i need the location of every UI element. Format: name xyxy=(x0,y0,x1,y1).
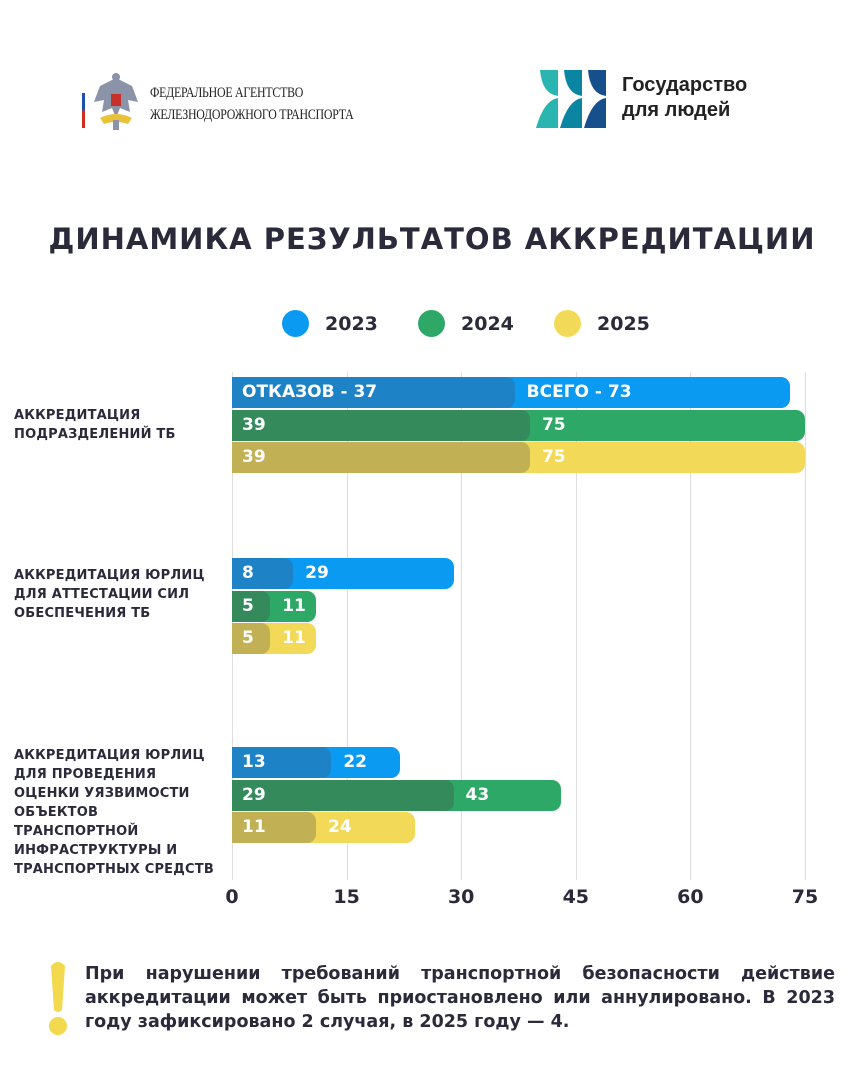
bar-total-2024: 29 43 xyxy=(232,779,561,811)
gridline xyxy=(805,372,806,880)
gos-line-1: Государство xyxy=(622,74,748,96)
rejections-label: ОТКАЗОВ - 37 xyxy=(242,382,378,402)
total-label: 29 xyxy=(305,563,329,583)
bar-total-2025: 11 24 xyxy=(232,812,416,843)
bar-total-2023: 8 29 xyxy=(232,558,454,589)
russian-flag-stripe xyxy=(82,76,85,128)
gos-line-2: для людей xyxy=(622,99,731,121)
x-tick-label: 60 xyxy=(677,886,704,908)
rejections-label: 5 xyxy=(242,628,254,648)
x-tick-label: 30 xyxy=(447,886,475,908)
bar-rejections-2025 xyxy=(232,623,271,654)
x-tick-label: 75 xyxy=(791,886,819,908)
category-label-3: АККРЕДИТАЦИЯ ЮРЛИЦ ДЛЯ ПРОВЕДЕНИЯ ОЦЕНКИ… xyxy=(14,748,214,877)
bar-total-2025: 39 75 xyxy=(232,442,805,473)
rejections-label: 5 xyxy=(242,595,254,616)
total-label: 75 xyxy=(541,414,566,435)
bar-rejections-2025 xyxy=(232,442,530,473)
gridline xyxy=(575,372,577,880)
bar-total-2025: 5 11 xyxy=(232,623,317,654)
exclamation-icon xyxy=(49,962,67,1035)
total-label: 75 xyxy=(541,447,566,467)
bar-rejections-2024 xyxy=(232,779,454,811)
total-label: 11 xyxy=(282,595,306,616)
gosudarstvo-logo-icon xyxy=(536,70,606,128)
legend-dot-2023 xyxy=(282,310,309,337)
agency-name: ФЕДЕРАЛЬНОЕ АГЕНТСТВО ЖЕЛЕЗНОДОРОЖНОГО Т… xyxy=(150,82,354,126)
chart-title: ДИНАМИКА РЕЗУЛЬТАТОВ АККРЕДИТАЦИИ xyxy=(48,222,816,256)
x-tick-label: 0 xyxy=(225,886,239,908)
legend-dot-2025 xyxy=(554,310,581,337)
bar-rejections-2025 xyxy=(232,812,317,843)
legend-label-2025: 2025 xyxy=(597,312,650,335)
total-label: 43 xyxy=(465,784,490,805)
x-tick-label: 15 xyxy=(333,886,360,908)
gosudarstvo-logo-text: Государство для людей xyxy=(622,73,747,123)
rejections-label: 11 xyxy=(242,817,266,837)
agency-line-2: ЖЕЛЕЗНОДОРОЖНОГО ТРАНСПОРТА xyxy=(150,107,354,123)
category-label-1: АККРЕДИТАЦИЯ ПОДРАЗДЕЛЕНИЙ ТБ xyxy=(14,408,176,442)
rejections-label: 29 xyxy=(242,784,266,805)
gridline xyxy=(690,372,692,880)
total-label: ВСЕГО - 73 xyxy=(526,382,632,402)
bar-total-2024: 39 75 xyxy=(232,409,805,441)
category-label-2: АККРЕДИТАЦИЯ ЮРЛИЦ ДЛЯ АТТЕСТАЦИИ СИЛ ОБ… xyxy=(14,568,205,621)
legend-item-2025: 2025 xyxy=(554,310,690,337)
rejections-label: 8 xyxy=(242,563,254,583)
legend-label-2024: 2024 xyxy=(461,312,514,335)
bar-rejections-2023 xyxy=(232,558,294,589)
footnote-text: При нарушении требований транспортной бе… xyxy=(85,964,835,1032)
rejections-label: 39 xyxy=(242,414,266,435)
gridline xyxy=(346,372,348,880)
chart-legend: 2023 2024 2025 xyxy=(282,310,690,337)
bar-rejections-2024 xyxy=(232,590,271,622)
gridline xyxy=(461,372,463,880)
legend-item-2024: 2024 xyxy=(418,310,554,337)
total-label: 11 xyxy=(282,628,306,648)
legend-item-2023: 2023 xyxy=(282,310,418,337)
rejections-label: 39 xyxy=(242,447,266,467)
bar-rejections-2023 xyxy=(232,377,515,408)
bar-total-2024: 5 11 xyxy=(232,590,317,622)
total-label: 24 xyxy=(328,817,352,837)
agency-line-1: ФЕДЕРАЛЬНОЕ АГЕНТСТВО xyxy=(150,85,304,101)
bar-rejections-2024 xyxy=(232,409,530,441)
bar-rejections-2023 xyxy=(232,747,332,778)
total-label: 22 xyxy=(343,752,367,772)
bar-total-2023: 13 22 xyxy=(232,747,401,778)
legend-label-2023: 2023 xyxy=(325,312,378,335)
legend-dot-2024 xyxy=(418,310,445,337)
rejections-label: 13 xyxy=(242,752,266,772)
coat-of-arms-icon xyxy=(94,73,138,130)
x-tick-label: 45 xyxy=(562,886,590,908)
bar-total-2023: ОТКАЗОВ - 37 ВСЕГО - 73 xyxy=(232,377,790,408)
